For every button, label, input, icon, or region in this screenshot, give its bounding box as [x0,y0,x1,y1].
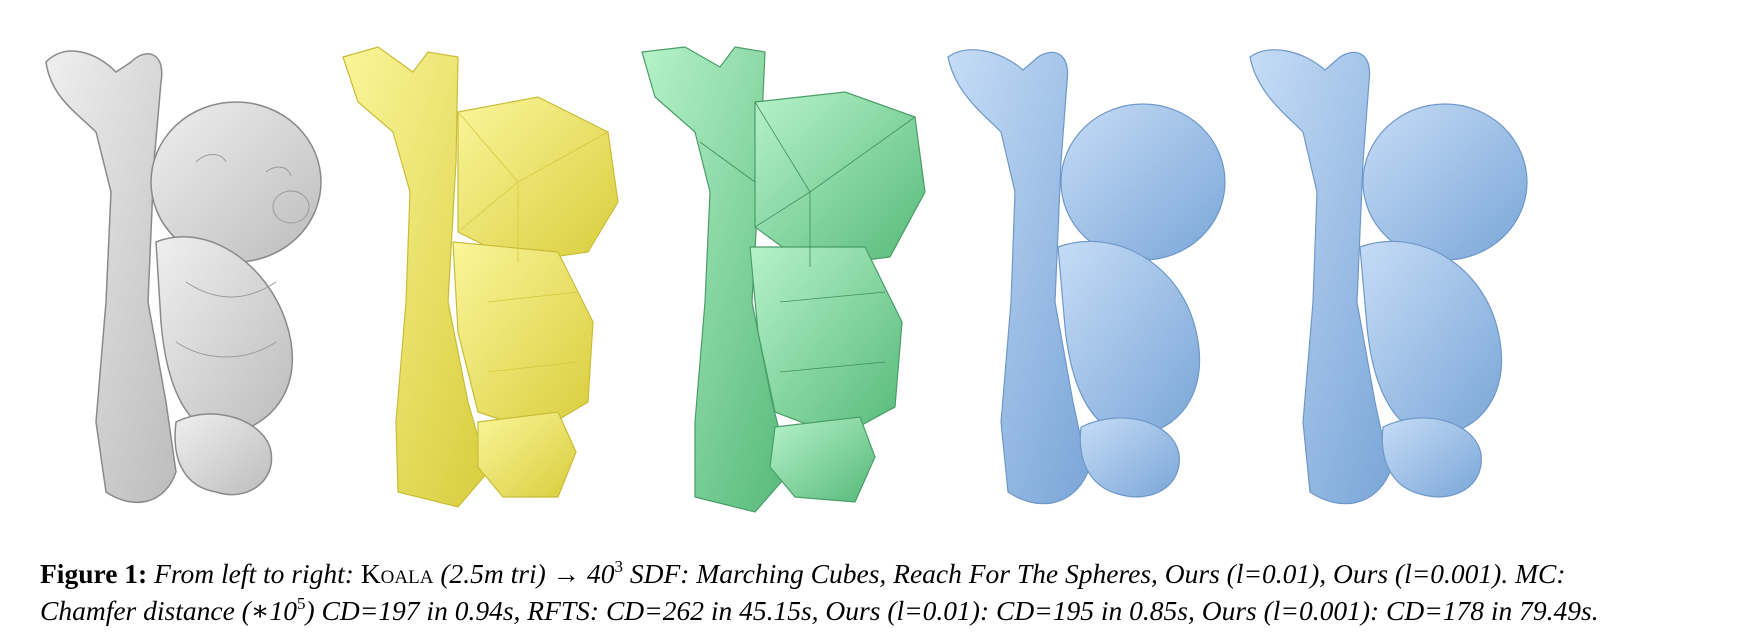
caption-part2: (2.5m tri) → 40 [440,558,615,589]
caption-label: Figure 1: [40,558,148,589]
caption-exponent-2: 5 [297,593,306,613]
koala-ours-0001-render [1245,42,1535,542]
koala-ours-001-render [943,42,1233,542]
caption-part3: SDF: Marching Cubes, Reach For The Spher… [629,558,1566,589]
figure-caption: Figure 1: From left to right: Koala (2.5… [40,555,1730,629]
koala-marching-cubes-shape [342,46,619,508]
caption-part5: ) CD=197 in 0.94s, RFTS: CD=262 in 45.15… [305,595,1599,626]
caption-part1: From left to right: [154,558,354,589]
caption-line-2: Chamfer distance (∗105) CD=197 in 0.94s,… [40,592,1730,629]
koala-rfts-render [640,42,930,542]
caption-part4: Chamfer distance (∗10 [40,595,297,626]
koala-ours-001-shape [947,49,1226,505]
koala-ground-truth-shape [45,50,322,503]
caption-line-1: Figure 1: From left to right: Koala (2.5… [40,555,1730,592]
caption-model-name: Koala [360,558,434,589]
koala-marching-cubes-render [338,42,628,542]
koala-rfts-shape [641,46,926,513]
koala-ours-0001-shape [1249,49,1528,505]
koala-ground-truth-render [36,42,326,542]
caption-exponent-1: 3 [614,556,624,576]
